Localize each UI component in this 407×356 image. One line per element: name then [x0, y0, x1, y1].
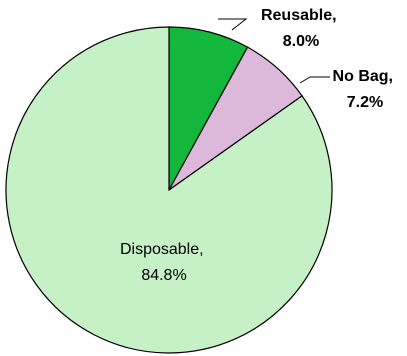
- disposable-label: Disposable, 84.8%: [120, 241, 208, 284]
- reusable-label: Reusable, 8.0%: [261, 7, 341, 50]
- no-bag-label-percent: 7.2%: [347, 94, 383, 111]
- reusable-leader-line: [218, 18, 248, 31]
- pie-slice-disposable: [5, 26, 333, 354]
- no-bag-label: No Bag, 7.2%: [333, 68, 398, 111]
- disposable-label-percent: 84.8%: [141, 267, 186, 284]
- no-bag-label-category: No Bag,: [333, 68, 393, 85]
- reusable-label-category: Reusable,: [261, 7, 337, 24]
- pie-slices: [5, 26, 333, 354]
- disposable-label-category: Disposable,: [120, 241, 204, 258]
- reusable-label-percent: 8.0%: [283, 33, 319, 50]
- no-bag-leader-line: [299, 76, 330, 84]
